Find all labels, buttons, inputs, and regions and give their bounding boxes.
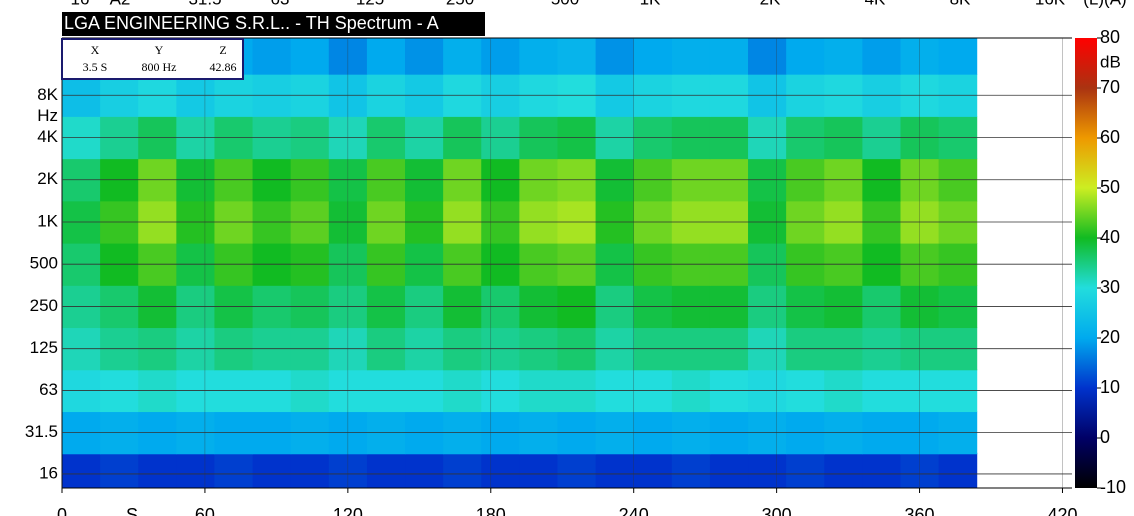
x-tick-label: 180 bbox=[476, 505, 506, 516]
heatmap-cell bbox=[672, 453, 711, 489]
info-value: 42.86 bbox=[210, 60, 237, 74]
heatmap-cell bbox=[862, 38, 901, 75]
heatmap-cell bbox=[405, 38, 444, 75]
info-value: 3.5 S bbox=[83, 60, 108, 74]
colorbar-tick-label: 30 bbox=[1100, 277, 1120, 297]
heatmap-cell bbox=[100, 453, 139, 489]
heatmap-cell bbox=[176, 453, 215, 489]
heatmap-cell bbox=[291, 38, 330, 75]
colorbar bbox=[1075, 38, 1097, 488]
colorbar-label: dB bbox=[1100, 52, 1121, 71]
x-tick-label: 0 bbox=[57, 505, 67, 516]
heatmap-cell bbox=[634, 38, 673, 75]
top-axis-label: 2K bbox=[760, 0, 781, 8]
heatmap-cell bbox=[748, 453, 787, 489]
heatmap-cell bbox=[367, 38, 406, 75]
heatmap-cell bbox=[786, 38, 825, 75]
heatmap-cell bbox=[519, 453, 558, 489]
colorbar-tick-label: 60 bbox=[1100, 127, 1120, 147]
heatmap-cell bbox=[748, 38, 787, 75]
y-axis-unit: Hz bbox=[37, 106, 58, 125]
top-axis-label: 1K bbox=[640, 0, 661, 8]
heatmap-cell bbox=[62, 453, 101, 489]
x-tick-label: 240 bbox=[619, 505, 649, 516]
top-axis-label: (L)(A) bbox=[1083, 0, 1126, 8]
heatmap-cell bbox=[672, 38, 711, 75]
heatmap-cell bbox=[443, 453, 482, 489]
heatmap-cell bbox=[557, 453, 596, 489]
x-tick-label: 120 bbox=[333, 505, 363, 516]
heatmap-cell bbox=[939, 38, 978, 75]
x-tick-label: 60 bbox=[195, 505, 215, 516]
colorbar-tick-label: 50 bbox=[1100, 177, 1120, 197]
top-axis-label: 500 bbox=[551, 0, 579, 8]
heatmap-cell bbox=[557, 38, 596, 75]
x-tick-label: 420 bbox=[1047, 505, 1077, 516]
y-tick-label: 250 bbox=[30, 296, 58, 315]
heatmap-cell bbox=[939, 453, 978, 489]
heatmap-cell bbox=[481, 38, 520, 75]
x-tick-label: 360 bbox=[905, 505, 935, 516]
y-tick-label: 2K bbox=[37, 169, 58, 188]
y-tick-label: 8K bbox=[37, 85, 58, 104]
info-header: Z bbox=[219, 43, 226, 57]
heatmap-cell bbox=[481, 453, 520, 489]
heatmap-cell bbox=[862, 453, 901, 489]
heatmap-cell bbox=[138, 453, 177, 489]
heatmap-cell bbox=[634, 453, 673, 489]
y-tick-label: 1K bbox=[37, 211, 58, 230]
top-axis-label: 63 bbox=[271, 0, 290, 8]
chart-title: LGA ENGINEERING S.R.L.. - TH Spectrum - … bbox=[64, 13, 439, 33]
x-tick-label: 300 bbox=[762, 505, 792, 516]
top-axis-label: 31.5 bbox=[188, 0, 221, 8]
info-header: Y bbox=[155, 43, 164, 57]
top-axis-label: 250 bbox=[446, 0, 474, 8]
y-tick-label: 500 bbox=[30, 254, 58, 273]
heatmap-cell bbox=[443, 38, 482, 75]
heatmap-cell bbox=[519, 38, 558, 75]
y-tick-label: 16 bbox=[39, 463, 58, 482]
colorbar-tick-label: 20 bbox=[1100, 327, 1120, 347]
x-axis-unit: S bbox=[126, 505, 138, 516]
heatmap-cell bbox=[291, 453, 330, 489]
colorbar-tick-label: 80 bbox=[1100, 27, 1120, 47]
top-axis-label: 4K bbox=[865, 0, 886, 8]
y-tick-label: 125 bbox=[30, 338, 58, 357]
heatmap-cell bbox=[710, 453, 749, 489]
info-header: X bbox=[91, 43, 100, 57]
top-axis-label: 8K bbox=[950, 0, 971, 8]
heatmap-cell bbox=[253, 453, 292, 489]
colorbar-tick-label: 70 bbox=[1100, 77, 1120, 97]
info-value: 800 Hz bbox=[142, 60, 177, 74]
y-tick-label: 63 bbox=[39, 380, 58, 399]
y-tick-label: 4K bbox=[37, 127, 58, 146]
heatmap-cell bbox=[824, 38, 863, 75]
top-axis-label: A2 bbox=[110, 0, 131, 8]
top-axis-label: 16K bbox=[1035, 0, 1066, 8]
heatmap-cell bbox=[710, 38, 749, 75]
heatmap-cell bbox=[596, 453, 635, 489]
top-axis-label: 125 bbox=[356, 0, 384, 8]
heatmap-cell bbox=[253, 38, 292, 75]
heatmap-cell bbox=[596, 38, 635, 75]
colorbar-tick-label: -10 bbox=[1100, 477, 1126, 497]
heatmap-cell bbox=[786, 453, 825, 489]
colorbar-tick-label: 0 bbox=[1100, 427, 1110, 447]
heatmap-cell bbox=[405, 453, 444, 489]
y-tick-label: 31.5 bbox=[25, 422, 58, 441]
colorbar-tick-label: 10 bbox=[1100, 377, 1120, 397]
heatmap-cell bbox=[367, 453, 406, 489]
colorbar-tick-label: 40 bbox=[1100, 227, 1120, 247]
heatmap-cell bbox=[824, 453, 863, 489]
top-axis-label: 16 bbox=[71, 0, 90, 8]
heatmap-cell bbox=[214, 453, 253, 489]
chart: LGA ENGINEERING S.R.L.. - TH Spectrum - … bbox=[0, 0, 1134, 516]
